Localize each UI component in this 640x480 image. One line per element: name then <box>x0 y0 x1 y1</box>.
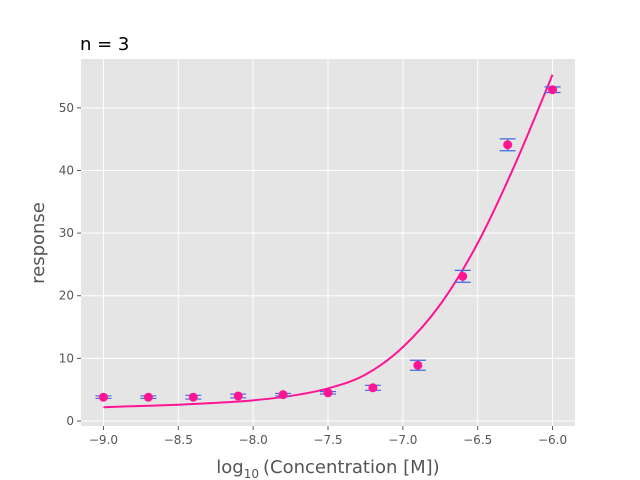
x-tick-label: −7.0 <box>388 433 417 447</box>
x-tick-label: −6.5 <box>463 433 492 447</box>
fit-curve <box>103 74 554 409</box>
data-point-group <box>364 383 381 393</box>
data-point <box>233 391 243 401</box>
data-point <box>278 390 288 400</box>
data-point <box>98 392 108 402</box>
y-axis-ticks: 0 10 20 30 40 50 <box>59 101 81 428</box>
data-point <box>143 392 153 402</box>
x-tick-label: −8.5 <box>164 433 193 447</box>
chart-title: n = 3 <box>80 34 129 55</box>
y-tick-label: 0 <box>66 414 74 428</box>
data-point <box>188 392 198 402</box>
data-point-group <box>230 391 247 401</box>
data-point <box>323 388 333 398</box>
y-tick-label: 10 <box>59 351 74 365</box>
x-tick-label: −6.0 <box>538 433 567 447</box>
data-point-group <box>275 390 292 400</box>
x-tick-label: −9.0 <box>89 433 118 447</box>
data-point <box>458 271 468 281</box>
data-points <box>95 85 561 402</box>
x-label-text: (Concentration [M]) <box>263 457 440 478</box>
data-point-group <box>185 392 202 402</box>
x-label-subscript: 10 <box>244 467 259 480</box>
data-point <box>413 360 423 370</box>
x-label-log: log <box>216 457 243 478</box>
data-point-group <box>140 392 157 402</box>
data-point-group <box>544 85 561 95</box>
data-point <box>368 383 378 393</box>
data-point <box>503 140 513 150</box>
data-point-group <box>454 269 471 283</box>
data-point <box>548 85 558 95</box>
x-axis-label: log10 (Concentration [M]) <box>216 457 439 480</box>
data-point-group <box>320 388 336 398</box>
x-tick-label: −7.5 <box>313 433 342 447</box>
data-point-group <box>499 138 516 152</box>
y-tick-label: 20 <box>59 289 74 303</box>
y-tick-label: 30 <box>59 226 74 240</box>
x-tick-label: −8.0 <box>239 433 268 447</box>
x-axis-ticks: −9.0 −8.5 −8.0 −7.5 −7.0 −6.5 −6.0 <box>89 426 567 447</box>
y-tick-label: 50 <box>59 101 74 115</box>
data-point-group <box>95 392 112 402</box>
y-tick-label: 40 <box>59 163 74 177</box>
data-point-group <box>409 359 426 371</box>
y-axis-label: response <box>28 202 49 284</box>
grid <box>81 59 575 426</box>
